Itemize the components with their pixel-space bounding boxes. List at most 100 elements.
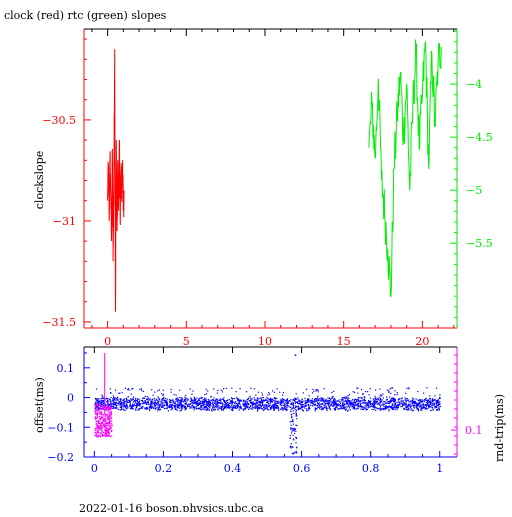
offset-point — [277, 408, 279, 410]
offset-point — [414, 402, 416, 404]
offset-point — [311, 392, 314, 394]
offset-point — [246, 403, 248, 405]
bottom-series-layer — [94, 352, 441, 455]
offset-point — [153, 397, 155, 400]
rndtrip-point — [104, 418, 106, 420]
rndtrip-point — [97, 406, 99, 408]
offset-point — [269, 409, 271, 411]
offset-point — [114, 397, 116, 399]
offset-point — [237, 399, 239, 402]
offset-point — [142, 403, 144, 405]
offset-point — [365, 402, 367, 404]
offset-point — [218, 407, 220, 409]
offset-point — [144, 400, 146, 402]
offset-point — [354, 403, 356, 405]
offset-point — [343, 405, 345, 407]
offset-point — [300, 400, 302, 402]
offset-point — [114, 407, 117, 409]
offset-point — [307, 409, 309, 411]
offset-point — [140, 403, 142, 405]
offset-point — [358, 405, 360, 407]
offset-point — [414, 401, 417, 403]
offset-point — [378, 399, 380, 401]
offset-point — [149, 406, 151, 408]
offset-point — [382, 403, 384, 406]
offset-point — [138, 398, 140, 400]
offset-point — [273, 403, 275, 405]
rndtrip-point — [105, 429, 107, 431]
offset-point — [429, 395, 431, 397]
offset-point — [202, 399, 204, 401]
offset-point — [411, 408, 413, 410]
rndtrip-point — [104, 427, 106, 429]
offset-point — [161, 406, 163, 408]
offset-point — [205, 393, 208, 395]
offset-point — [360, 400, 362, 402]
rndtrip-point — [94, 416, 97, 418]
offset-point — [334, 400, 336, 402]
offset-point — [197, 402, 199, 404]
offset-point — [418, 403, 420, 405]
rndtrip-point — [109, 408, 111, 411]
rndtrip-point — [100, 427, 102, 429]
offset-point — [181, 407, 184, 409]
offset-point — [368, 401, 370, 403]
offset-point — [151, 405, 153, 407]
offset-point — [340, 406, 342, 408]
offset-point — [439, 394, 441, 396]
offset-point — [269, 403, 271, 405]
rndtrip-point — [108, 427, 110, 429]
offset-point — [345, 403, 347, 405]
offset-point — [319, 406, 321, 408]
offset-point — [137, 402, 139, 404]
offset-point — [374, 405, 376, 408]
offset-point — [151, 406, 153, 408]
offset-point — [113, 399, 115, 401]
offset-point — [287, 402, 289, 404]
offset-point — [362, 408, 364, 410]
offset-point — [382, 405, 385, 407]
bottom-axes-ticks: 0 0.2 0.4 0.6 0.8 10.10−0.1−0.20.1 — [47, 347, 483, 475]
offset-point — [274, 403, 276, 405]
offset-point — [439, 405, 441, 408]
offset-point — [206, 404, 208, 406]
left-y-tick-label: −0.1 — [47, 421, 74, 434]
offset-point — [103, 401, 105, 404]
offset-point — [421, 407, 423, 409]
offset-point — [236, 403, 238, 405]
offset-point — [305, 405, 308, 407]
offset-point — [225, 402, 227, 405]
offset-point — [299, 408, 301, 410]
left-y-tick-label: −31 — [53, 215, 76, 228]
offset-point — [169, 407, 171, 409]
offset-point — [202, 404, 205, 406]
rndtrip-point — [108, 420, 111, 422]
offset-point — [226, 407, 228, 409]
offset-point — [205, 388, 207, 390]
rndtrip-point — [107, 431, 109, 433]
offset-point — [161, 404, 164, 406]
offset-point — [181, 399, 183, 401]
offset-point — [328, 397, 330, 399]
offset-point — [117, 408, 119, 411]
offset-point — [315, 389, 317, 391]
offset-point — [386, 396, 388, 398]
offset-point — [160, 403, 162, 405]
offset-point — [420, 407, 422, 410]
offset-point — [356, 387, 358, 389]
offset-point — [173, 393, 175, 396]
offset-dip-point — [291, 421, 293, 423]
footer-date-host: 2022-01-16 boson.physics.ubc.ca — [79, 502, 264, 512]
offset-point — [317, 403, 319, 405]
offset-point — [399, 403, 401, 405]
rndtrip-point — [109, 418, 111, 420]
offset-point — [112, 400, 114, 402]
offset-point — [374, 407, 376, 409]
offset-point — [162, 389, 164, 391]
offset-point — [260, 400, 262, 402]
offset-point — [227, 407, 229, 409]
offset-point — [342, 405, 344, 407]
rndtrip-point — [103, 414, 105, 416]
offset-point — [142, 397, 144, 399]
offset-point — [267, 398, 269, 400]
